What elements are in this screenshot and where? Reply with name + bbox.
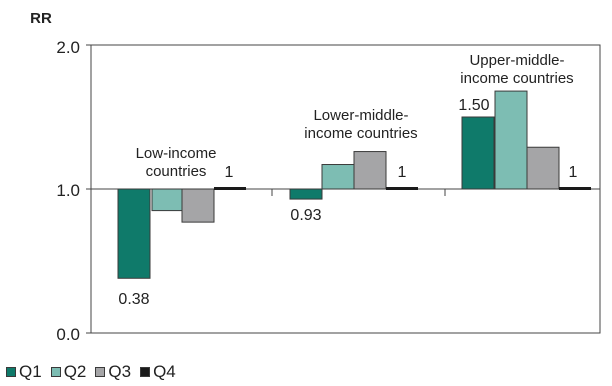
category-label-group-1-line-2: countries [146,163,207,180]
data-label-q1-group-3: 1.50 [458,97,489,114]
y-tick-label-0: 0.0 [56,325,80,344]
data-label-q4-group-3: 1 [569,164,578,181]
data-label-q1-group-1: 0.38 [118,291,149,308]
y-axis-label: RR [30,10,52,27]
legend-item-q1: Q1 [6,362,42,382]
bar-q3-group-2 [353,151,387,190]
legend-label-q3: Q3 [108,362,132,381]
bar-q4-group-1 [214,187,246,190]
category-label-group-3-line-2: income countries [460,70,573,87]
bar-q3-group-1 [181,188,215,223]
legend-swatch-q2 [50,367,61,377]
legend-label-q2: Q2 [63,362,87,381]
bar-q4-group-3 [559,187,591,190]
category-label-group-2-line-2: income countries [304,125,417,142]
y-tick-label-2: 2.0 [56,38,80,57]
legend-swatch-q4 [140,367,151,377]
data-label-q4-group-1: 1 [225,164,234,181]
bar-q3-group-3 [526,146,560,190]
legend-label-q1: Q1 [19,362,42,381]
legend-item-q2: Q2 [50,362,87,382]
category-label-group-2-line-1: Lower-middle- [313,107,408,124]
legend-swatch-q3 [95,367,106,377]
legend-item-q3: Q3 [95,362,131,382]
legend-item-q4: Q4 [140,362,176,382]
legend-label-q4: Q4 [153,362,176,381]
legend-swatch-q1 [6,367,16,377]
y-tick-label-1: 1.0 [56,181,80,200]
data-label-q4-group-2: 1 [398,164,407,181]
category-label-group-3-line-1: Upper-middle- [469,52,564,69]
bar-q1-group-3 [461,116,495,190]
bar-q1-group-1 [117,188,151,279]
bar-q1-group-2 [289,188,323,200]
bar-q2-group-2 [321,164,355,190]
bar-q4-group-2 [386,187,418,190]
data-label-q1-group-2: 0.93 [290,207,321,224]
legend: Q1 Q2 Q3 Q4 [6,362,185,382]
bar-q2-group-1 [151,188,185,212]
category-label-group-1-line-1: Low-income [136,145,217,162]
bar-q2-group-3 [494,90,528,190]
